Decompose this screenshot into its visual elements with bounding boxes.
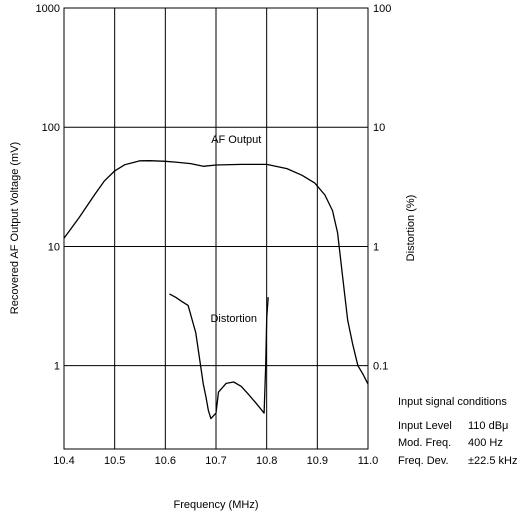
- y-left-tick-label: 1000: [36, 3, 60, 15]
- y-left-tick-labels: 1 10 100 1000: [36, 3, 60, 373]
- annotation-distortion: Distortion: [210, 313, 256, 325]
- y-right-tick-label: 10: [373, 122, 385, 134]
- y-left-tick-label: 100: [42, 122, 60, 134]
- conditions-label-input-level: Input Level: [398, 420, 452, 432]
- input-signal-conditions: Input signal conditions Input Level 110 …: [398, 396, 517, 467]
- conditions-label-freq-dev: Freq. Dev.: [398, 455, 449, 467]
- x-tick-label: 10.7: [205, 455, 226, 467]
- annotations: AF Output Distortion: [210, 134, 261, 325]
- conditions-value-input-level: 110 dBμ: [468, 420, 508, 432]
- conditions-title: Input signal conditions: [398, 396, 507, 408]
- series-line-af-output: [63, 160, 369, 385]
- series-lines: [63, 160, 369, 420]
- x-tick-label: 10.6: [155, 455, 176, 467]
- x-axis-label: Frequency (MHz): [174, 499, 259, 511]
- series-line-distortion: [169, 293, 269, 420]
- y-left-axis-label: Recovered AF Output Voltage (mV): [9, 142, 21, 314]
- annotation-af-output: AF Output: [211, 134, 261, 146]
- y-right-axis-label: Distortion (%): [405, 195, 417, 262]
- y-left-tick-label: 1: [54, 361, 60, 373]
- conditions-value-mod-freq: 400 Hz: [468, 437, 503, 449]
- y-right-tick-label: 1: [373, 241, 379, 253]
- x-tick-label: 11.0: [358, 455, 379, 467]
- conditions-value-freq-dev: ±22.5 kHz: [468, 455, 517, 467]
- x-tick-label: 10.5: [104, 455, 125, 467]
- x-tick-label: 10.4: [53, 455, 74, 467]
- y-right-tick-label: 0.1: [373, 361, 388, 373]
- y-right-tick-label: 100: [373, 3, 391, 15]
- y-right-tick-labels: 0.1 1 10 100: [373, 3, 391, 373]
- plot-frame: [63, 7, 369, 450]
- conditions-label-mod-freq: Mod. Freq.: [398, 437, 451, 449]
- y-left-tick-label: 10: [48, 241, 60, 253]
- x-tick-label: 10.8: [256, 455, 277, 467]
- x-tick-label: 10.9: [307, 455, 328, 467]
- grid: [63, 7, 369, 449]
- x-tick-labels: 10.4 10.5 10.6 10.7 10.8 10.9 11.0: [53, 455, 378, 467]
